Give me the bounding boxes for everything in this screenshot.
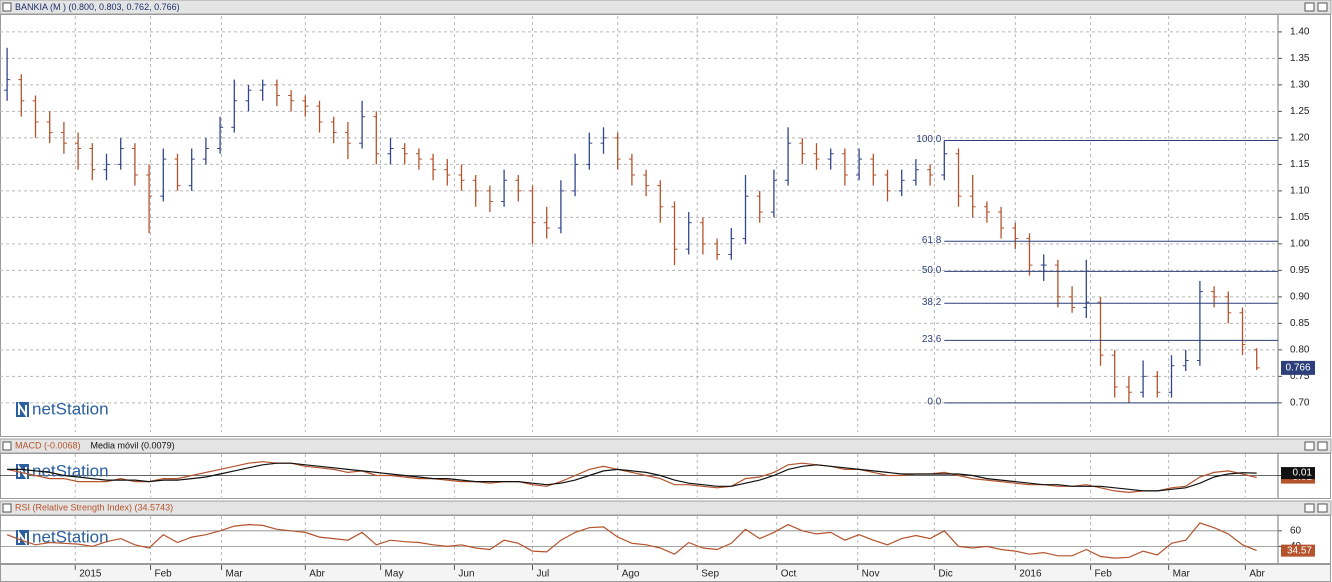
x-tick-label: Mar — [1173, 569, 1191, 580]
panel-header — [0, 438, 1332, 454]
watermark: netStation — [32, 399, 109, 418]
x-tick-label: Sep — [701, 569, 719, 580]
x-tick-label: Abr — [1249, 569, 1265, 580]
x-tick-label: 2016 — [1019, 569, 1042, 580]
fib-label: 23.6 — [922, 334, 942, 345]
panel-header — [0, 0, 1332, 15]
minimize-button[interactable] — [1304, 2, 1315, 12]
y-tick-label: 1.25 — [1290, 106, 1310, 117]
panel-header — [0, 500, 1332, 516]
x-tick-label: Feb — [1095, 569, 1113, 580]
last-value-box — [1281, 544, 1315, 557]
y-tick-label: 0.85 — [1290, 318, 1310, 329]
y-tick-label: 0.90 — [1290, 292, 1310, 303]
y-tick-label: 60 — [1290, 525, 1302, 536]
y-tick-label: 1.40 — [1290, 27, 1310, 38]
minimize-button[interactable] — [1304, 503, 1315, 513]
x-axis-strip — [0, 564, 1331, 582]
watermark: netStation — [32, 527, 109, 546]
y-tick-label: 0.70 — [1290, 397, 1310, 408]
fib-label: 38.2 — [922, 297, 942, 308]
x-tick-label: Feb — [155, 569, 173, 580]
fib-label: 50.0 — [922, 265, 942, 276]
close-button[interactable] — [1317, 441, 1328, 451]
panel-icon[interactable] — [2, 441, 12, 451]
y-tick-label: 1.05 — [1290, 212, 1310, 223]
plot-layer: 0.70 0.75 0.80 0.85 0.90 0.95 1.00 1.05 1.10 1.15… — [0, 15, 1315, 580]
x-tick-label: Abr — [309, 569, 325, 580]
close-button[interactable] — [1317, 2, 1328, 12]
x-tick-label: Ago — [622, 569, 640, 580]
x-tick-label: Oct — [781, 569, 797, 580]
y-tick-label: 1.35 — [1290, 53, 1310, 64]
watermark: netStation — [32, 461, 109, 480]
y-tick-label: 0.80 — [1290, 345, 1310, 356]
fib-label: 0.0 — [927, 396, 941, 407]
y-tick-label: 1.10 — [1290, 186, 1310, 197]
watermark-logo-n — [18, 529, 27, 547]
panel-icon[interactable] — [2, 2, 12, 12]
panel-icon[interactable] — [2, 503, 12, 513]
y-tick-label: 1.20 — [1290, 133, 1310, 144]
fib-label: 61.8 — [922, 235, 942, 246]
y-tick-label: 1.30 — [1290, 80, 1310, 91]
last-price-box — [1281, 360, 1315, 375]
x-tick-label: Nov — [862, 569, 880, 580]
last-value-label: 0.01 — [1293, 468, 1313, 479]
last-value-label: 34.57 — [1287, 545, 1312, 556]
panel-title: BANKIA (M ) (0.800, 0.803, 0.762, 0.766) — [15, 2, 180, 12]
last-price-label: 0.766 — [1285, 363, 1310, 374]
x-tick-label: May — [385, 569, 404, 580]
x-tick-label: Jun — [458, 569, 474, 580]
legend-entry: MACD (-0.0068) — [15, 440, 81, 450]
x-tick-label: Dic — [938, 569, 952, 580]
y-tick-label: 0.75 — [1290, 371, 1310, 382]
y-tick-label: 0.95 — [1290, 265, 1310, 276]
close-button[interactable] — [1317, 503, 1328, 513]
x-tick-label: Mar — [226, 569, 244, 580]
panel-frame — [0, 14, 1331, 437]
fib-label: 100.0 — [916, 134, 941, 145]
y-tick-label: 1.00 — [1290, 239, 1310, 250]
y-tick-label: 1.15 — [1290, 159, 1310, 170]
minimize-button[interactable] — [1304, 441, 1315, 451]
series-line — [6, 522, 1257, 559]
legend-entry: Media móvil (0.0079) — [91, 440, 175, 450]
x-tick-label: 2015 — [79, 569, 102, 580]
last-value-box — [1281, 467, 1315, 480]
panel-frame — [0, 515, 1331, 564]
series-line — [7, 462, 1257, 492]
watermark-logo-n — [18, 401, 27, 419]
x-tick-label: Jul — [537, 569, 550, 580]
legend-entry: RSI (Relative Strength Index) (34.5743) — [15, 502, 173, 512]
panel-frame — [0, 453, 1331, 499]
